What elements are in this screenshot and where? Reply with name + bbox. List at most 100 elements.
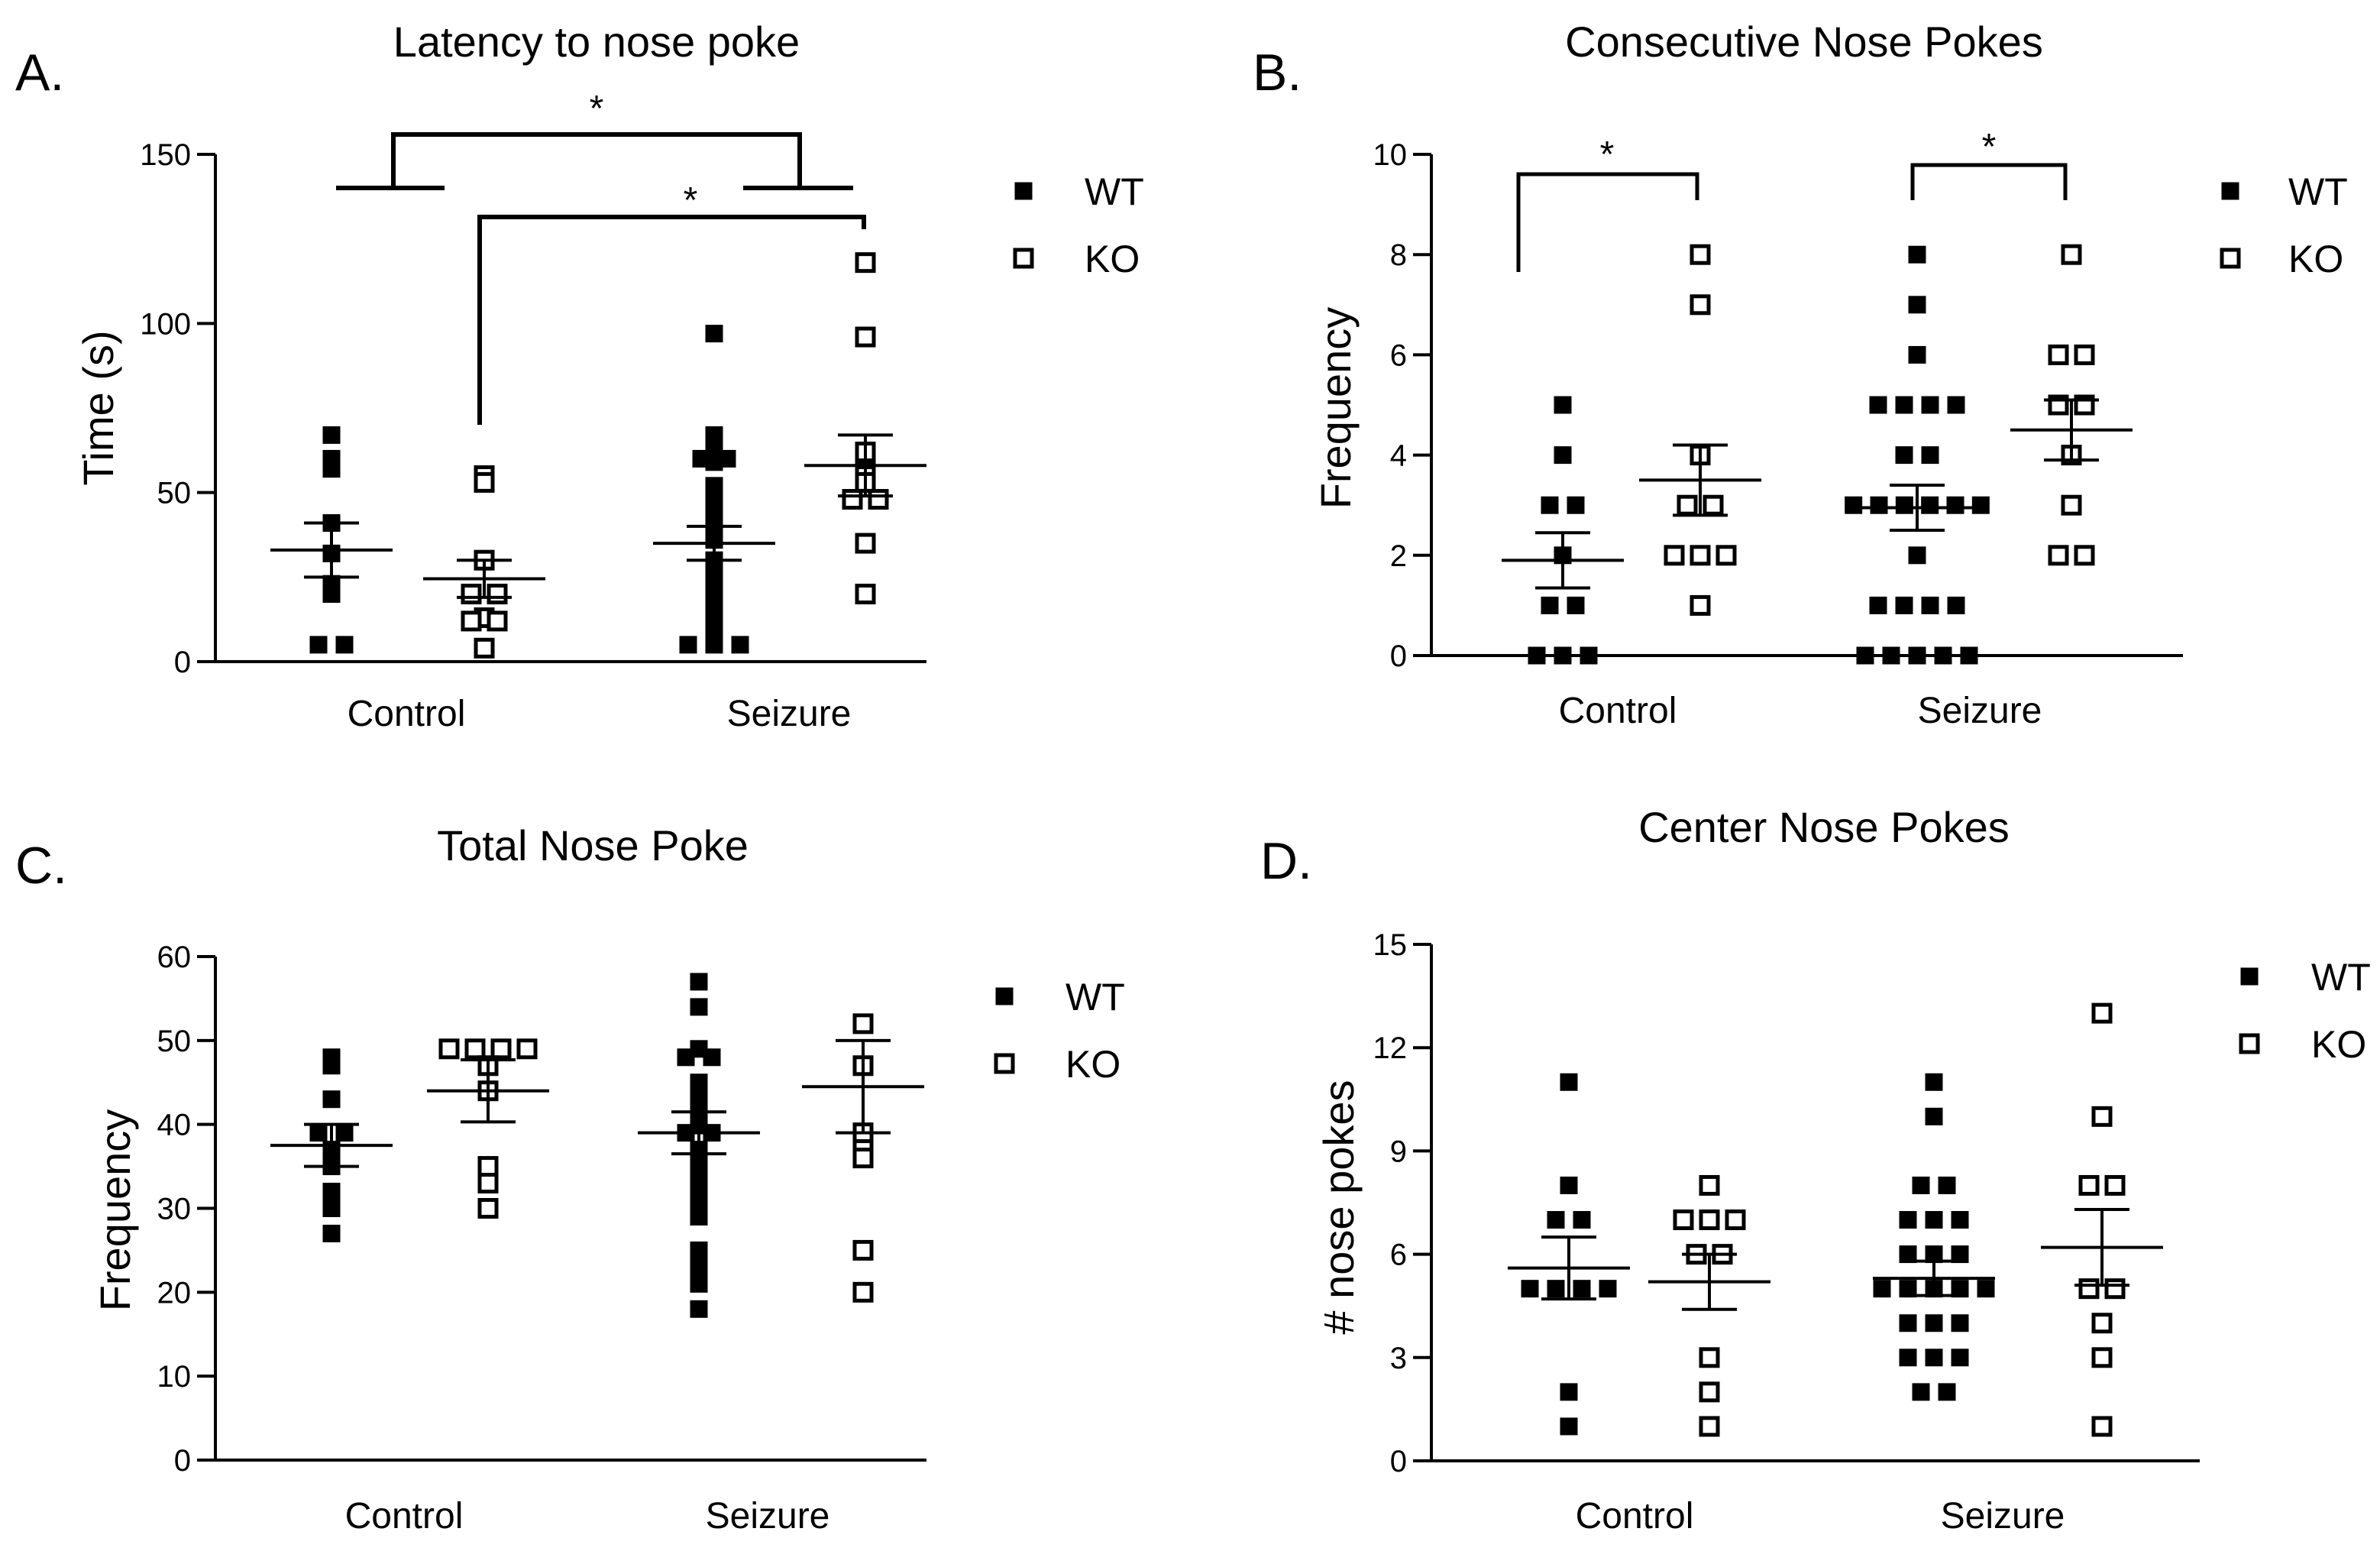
x-category-label: Control <box>348 694 466 734</box>
data-point-ko <box>2078 1174 2100 1196</box>
data-point-wt <box>690 973 708 991</box>
data-point-ko <box>1703 494 1724 516</box>
data-point-wt <box>1925 1314 1943 1332</box>
data-point-ko <box>2091 1106 2113 1127</box>
data-point-wt <box>690 1258 708 1276</box>
data-point-wt <box>1938 1176 1956 1194</box>
legend-label: KO <box>1085 238 1140 280</box>
data-point-ko <box>477 1173 499 1194</box>
data-point-wt <box>705 484 723 502</box>
data-point-wt <box>1870 496 1888 514</box>
data-point-ko <box>2104 1174 2126 1196</box>
data-point-wt <box>1521 1280 1539 1298</box>
data-point-ko <box>1673 1209 1694 1231</box>
data-point-wt <box>1951 1314 1969 1332</box>
data-point-ko <box>487 610 508 632</box>
data-point-wt <box>1895 496 1913 514</box>
y-tick-label: 10 <box>157 1360 192 1394</box>
data-point-ko <box>2061 494 2082 516</box>
data-point-ko <box>1677 494 1698 516</box>
chart-title: Total Nose Poke <box>437 821 749 869</box>
panel-c: C. Total Nose Poke 0 10 20 30 40 50 60 Frequency C… <box>15 821 1125 1536</box>
y-tick-label: 4 <box>1390 439 1407 473</box>
legend-label: WT <box>2311 956 2371 999</box>
data-point-wt <box>1567 596 1585 614</box>
significance-bracket: * <box>477 180 866 425</box>
data-point-wt <box>335 1124 354 1142</box>
data-point-wt <box>1921 396 1939 414</box>
legend-label: KO <box>2288 238 2343 280</box>
data-point-wt <box>1938 1383 1956 1401</box>
x-category-label: Control <box>1559 691 1677 731</box>
data-point-wt <box>322 426 341 444</box>
data-point-ko <box>516 1038 538 1060</box>
data-point-wt <box>1908 345 1926 364</box>
data-point-wt <box>1554 646 1572 665</box>
y-tick-label: 10 <box>1373 138 1408 172</box>
y-tick-label: 12 <box>1373 1031 1408 1065</box>
data-point-wt <box>1912 1176 1930 1194</box>
data-point-ko <box>1690 594 1711 616</box>
data-point-wt <box>1895 596 1913 614</box>
y-tick-label: 9 <box>1390 1135 1407 1168</box>
data-point-wt <box>309 1124 328 1142</box>
data-point-wt <box>690 1300 708 1318</box>
y-axis-label: Time (s) <box>74 330 122 485</box>
legend-label: WT <box>2288 170 2348 213</box>
data-point-wt <box>1899 1211 1917 1229</box>
data-point-ko <box>852 1148 874 1169</box>
data-point-wt <box>690 1207 708 1226</box>
y-tick-label: 0 <box>1390 1445 1407 1478</box>
data-point-ko <box>1699 1209 1720 1231</box>
data-point-wt <box>1960 646 1978 665</box>
data-point-wt <box>1573 1211 1591 1229</box>
data-point-wt <box>1925 1211 1943 1229</box>
panel-b: B. Consecutive Nose Pokes 0 2 4 6 8 10 Frequency… <box>1253 18 2348 731</box>
data-point-wt <box>1599 1280 1617 1298</box>
data-point-wt <box>1895 396 1913 414</box>
data-point-wt <box>690 1174 708 1193</box>
data-point-ko <box>2091 1347 2113 1368</box>
data-point-wt <box>322 584 341 603</box>
y-tick-label: 50 <box>157 1025 192 1058</box>
y-tick-label: 6 <box>1390 1239 1407 1272</box>
data-point-ko <box>2091 1416 2113 1437</box>
y-tick-label: 8 <box>1390 238 1407 272</box>
y-tick-label: 2 <box>1390 539 1407 573</box>
data-point-wt <box>705 500 723 519</box>
data-point-ko <box>1690 545 1711 566</box>
data-point-ko <box>855 533 876 554</box>
data-point-ko <box>1699 1347 1720 1368</box>
data-point-wt <box>1899 1314 1917 1332</box>
data-point-wt <box>1882 646 1900 665</box>
data-point-wt <box>1908 646 1926 665</box>
data-point-ko <box>855 326 876 348</box>
data-point-ko <box>2074 344 2095 365</box>
data-point-ko <box>2091 1313 2113 1334</box>
data-point-wt <box>1541 596 1559 614</box>
data-point-wt <box>1925 1073 1943 1091</box>
data-point-wt <box>335 636 354 654</box>
data-point-wt <box>1899 1349 1917 1367</box>
data-point-wt <box>690 998 708 1016</box>
data-point-wt <box>1951 1211 1969 1229</box>
data-point-wt <box>1921 496 1939 514</box>
data-point-wt <box>1873 1280 1891 1298</box>
data-point-wt <box>1567 496 1585 514</box>
significance-bracket: * <box>336 89 853 190</box>
y-tick-label: 100 <box>140 307 191 341</box>
data-point-ko <box>487 583 508 604</box>
legend-marker-ko <box>994 1053 1015 1074</box>
data-point-wt <box>322 1200 341 1217</box>
data-point-ko <box>852 1281 874 1303</box>
data-point-wt <box>1869 596 1887 614</box>
y-tick-label: 0 <box>174 1444 191 1478</box>
legend-marker-wt <box>995 987 1014 1005</box>
data-point-wt <box>731 636 749 654</box>
data-point-wt <box>1554 396 1572 414</box>
data-point-wt <box>705 453 723 471</box>
data-point-ko <box>2078 1278 2100 1300</box>
data-point-ko <box>477 1156 499 1177</box>
data-point-ko <box>1699 1416 1720 1437</box>
